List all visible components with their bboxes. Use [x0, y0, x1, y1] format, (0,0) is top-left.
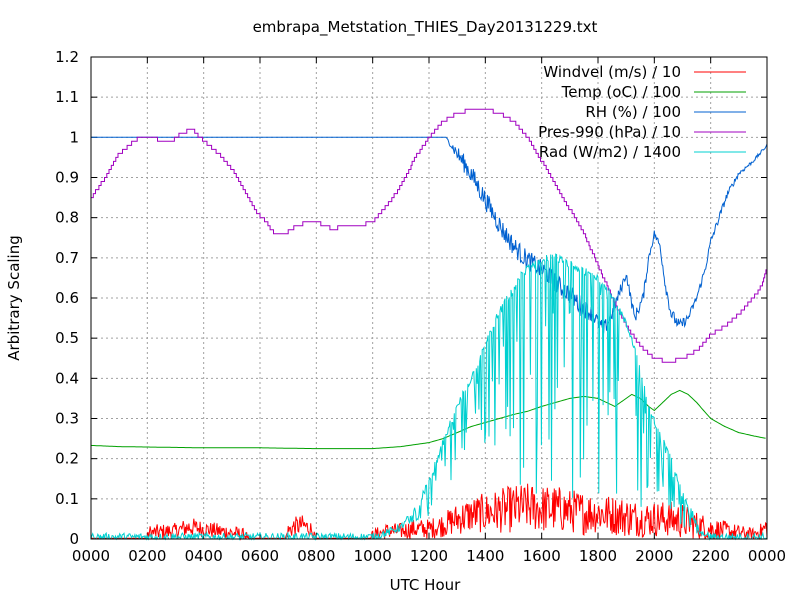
- y-tick-label: 0.5: [55, 329, 79, 347]
- y-tick-label: 0.9: [55, 169, 79, 187]
- x-tick-label: 0400: [185, 547, 223, 565]
- y-tick-label: 0.3: [55, 410, 79, 428]
- y-tick-label: 0.7: [55, 249, 79, 267]
- x-axis-label: UTC Hour: [390, 576, 461, 594]
- x-tick-label: 1600: [523, 547, 561, 565]
- y-tick-label: 0.4: [55, 369, 79, 387]
- x-tick-label: 1400: [466, 547, 504, 565]
- y-axis-label: Arbitrary Scaling: [5, 235, 23, 361]
- x-tick-label: 1200: [410, 547, 448, 565]
- x-tick-label: 0200: [128, 547, 166, 565]
- x-tick-label: 2200: [692, 547, 730, 565]
- x-tick-label: 0000: [72, 547, 110, 565]
- series-line: [91, 108, 768, 363]
- series-line: [90, 389, 766, 450]
- y-tick-label: 0.8: [55, 209, 79, 227]
- legend-label: Rad (W/m2) / 1400: [539, 143, 681, 161]
- x-tick-label: 0600: [241, 547, 279, 565]
- y-tick-label: 0: [69, 530, 79, 548]
- plot-area: [90, 108, 768, 541]
- y-tick-label: 1.2: [55, 48, 79, 66]
- x-tick-label: 1800: [579, 547, 617, 565]
- y-tick-label: 0.2: [55, 450, 79, 468]
- y-tick-label: 1: [69, 128, 79, 146]
- legend-label: Pres-990 (hPa) / 10: [538, 123, 681, 141]
- legend: Windvel (m/s) / 10 Temp (oC) / 100 RH (%) …: [538, 63, 746, 161]
- series-line: [90, 253, 767, 541]
- y-tick-label: 0.1: [55, 490, 79, 508]
- plot-frame: [90, 56, 768, 540]
- axis-ticks: 0 0.1 0.2 0.3 0.4 0.5 0.6 0.7 0.8 0.9 1 1.1 1.2 0000 0…: [55, 48, 786, 565]
- legend-label: Windvel (m/s) / 10: [543, 63, 681, 81]
- chart-title: embrapa_Metstation_THIES_Day20131229.txt: [253, 18, 598, 37]
- x-tick-label: 2000: [635, 547, 673, 565]
- y-tick-label: 1.1: [55, 88, 79, 106]
- x-tick-label: 1000: [354, 547, 392, 565]
- x-tick-label: 0000: [748, 547, 786, 565]
- legend-label: Temp (oC) / 100: [561, 83, 681, 101]
- y-tick-label: 0.6: [55, 289, 79, 307]
- x-tick-label: 0800: [297, 547, 335, 565]
- legend-label: RH (%) / 100: [585, 103, 681, 121]
